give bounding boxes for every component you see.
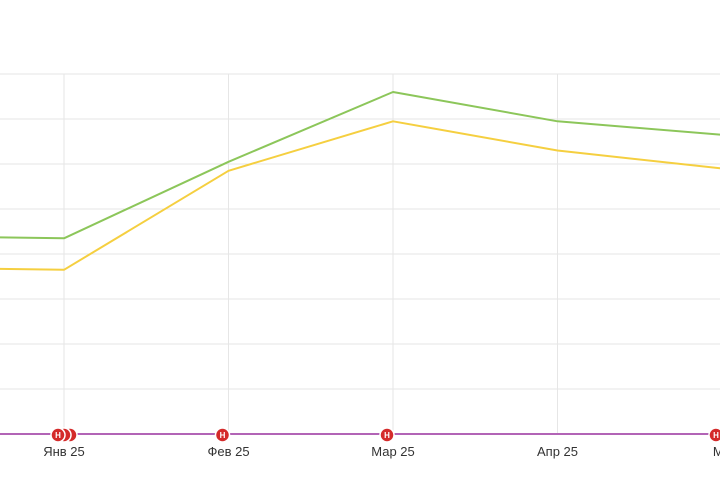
event-marker-dot bbox=[50, 427, 66, 443]
event-marker-dot bbox=[379, 427, 395, 443]
horizontal-gridlines bbox=[0, 73, 720, 435]
event-marker-label: Н bbox=[384, 431, 390, 440]
event-marker-label: Н bbox=[713, 431, 719, 440]
x-tick-label: Фев 25 bbox=[207, 444, 249, 459]
x-tick-label: Апр 25 bbox=[537, 444, 578, 459]
event-marker-label: Н bbox=[55, 431, 61, 440]
event-marker[interactable]: Н bbox=[379, 427, 395, 443]
series-line-1 bbox=[0, 91, 720, 240]
event-marker[interactable]: Н bbox=[50, 427, 66, 443]
x-tick-label: Ма bbox=[713, 444, 720, 459]
x-axis-tick-labels: Янв 25 Фев 25 Мар 25 Апр 25 Ма bbox=[43, 444, 720, 459]
vertical-gridlines bbox=[63, 74, 558, 434]
event-marker[interactable]: Н bbox=[708, 427, 720, 443]
x-tick-label: Янв 25 bbox=[43, 444, 85, 459]
event-marker[interactable]: Н bbox=[214, 427, 231, 443]
x-tick-label: Мар 25 bbox=[371, 444, 415, 459]
series-line-2 bbox=[0, 120, 720, 271]
series-lines bbox=[0, 91, 720, 435]
event-marker-dot bbox=[708, 427, 720, 443]
event-marker-label: Н bbox=[220, 431, 226, 440]
event-marker-dot bbox=[214, 427, 231, 443]
